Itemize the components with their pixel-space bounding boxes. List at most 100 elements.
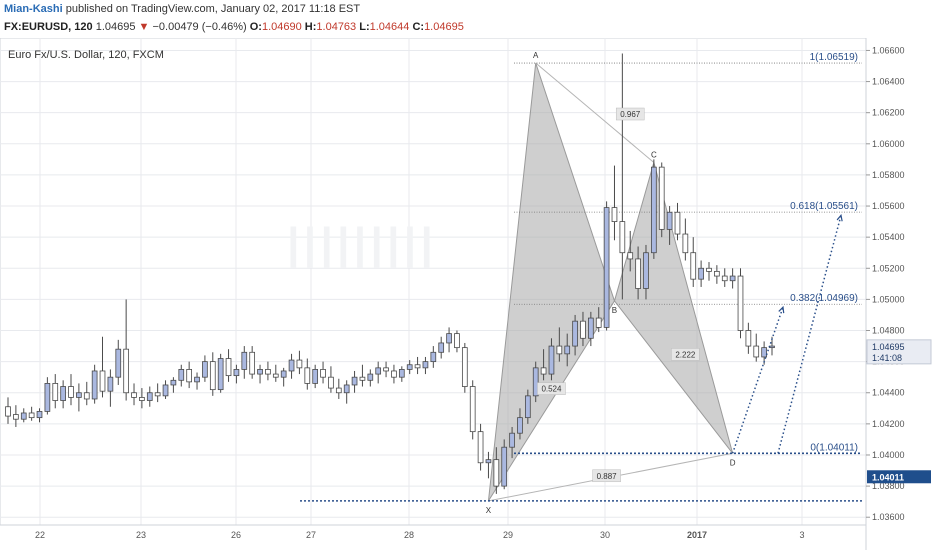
candle-body [548, 345, 555, 375]
candle-body [320, 369, 326, 378]
candle-body [154, 392, 161, 397]
pattern-triangle-xab [487, 62, 616, 502]
candle-body [627, 252, 634, 260]
candle-body [272, 373, 279, 378]
y-tick-label: 1.04200 [872, 419, 905, 429]
candle-body [249, 351, 256, 375]
projection-arrow-long-head [836, 214, 843, 222]
pattern-triangle-bcd [613, 160, 734, 454]
close-value: 1.04695 [424, 21, 464, 33]
candle-body [406, 364, 413, 370]
y-tick-label: 1.05600 [872, 201, 905, 211]
horizontal-levels[interactable]: 1(1.06519) 0.618(1.05561) 0.382(1.04969) 0(… [300, 52, 862, 502]
candle-body [430, 351, 437, 363]
candle-body [595, 317, 602, 328]
plot-frame [0, 38, 867, 526]
candle-body [194, 376, 200, 383]
author-link[interactable]: Mian-Kashi [4, 3, 63, 15]
candle-body [351, 376, 358, 386]
y-tick-label: 1.05800 [872, 170, 905, 180]
candle-body [422, 361, 429, 369]
candle-body [241, 351, 248, 370]
fib-level-label: 0.618(1.05561) [790, 201, 858, 212]
price-axis[interactable]: 1.06600 1.06400 1.06200 1.06000 1.05800 1.056… [866, 45, 905, 522]
x-tick-label: 2017 [687, 530, 707, 540]
ratio-label: 0.967 [620, 110, 641, 119]
y-tick-label: 1.05000 [872, 294, 905, 304]
candle-body [509, 432, 515, 448]
level-price-badge-value: 1.04011 [872, 472, 904, 482]
y-tick-label: 1.05400 [872, 232, 905, 242]
candle-body [217, 358, 224, 391]
published-text: published on TradingView.com, January 02… [65, 3, 361, 15]
x-tick-label: 27 [306, 530, 316, 540]
candle-body [52, 383, 59, 401]
candle-body [501, 446, 508, 487]
candle-body [146, 392, 153, 401]
pattern-point-label: A [533, 51, 539, 60]
high-label: H: [304, 21, 317, 33]
x-tick-label: 26 [231, 530, 241, 540]
candle-body [296, 359, 303, 369]
candle-body [698, 267, 704, 280]
candle-body [162, 384, 169, 397]
candle-body [202, 361, 208, 378]
candle-body [446, 333, 452, 344]
candle-body [359, 376, 366, 381]
candle-body [714, 270, 720, 277]
candle-body [178, 369, 185, 381]
candle-body [60, 386, 66, 401]
close-label: C: [412, 21, 425, 33]
last-price-badge-value: 1.04695 [872, 342, 905, 352]
candle-body [643, 252, 649, 289]
candle-body [517, 417, 523, 434]
candle-body [265, 369, 271, 375]
candle-body [454, 333, 460, 349]
candle-body [383, 367, 389, 372]
candle-body [469, 386, 476, 433]
candle-body [280, 370, 287, 378]
ratio-label-box [592, 469, 621, 483]
candle-body [186, 369, 192, 383]
candle-body [588, 317, 594, 339]
candle-body [115, 348, 122, 378]
candle-body [367, 373, 374, 381]
candle-body [83, 392, 90, 400]
symbol-label[interactable]: FX:EURUSD, 120 [4, 21, 93, 33]
candle-body [540, 367, 547, 375]
pattern-point-label: C [651, 150, 657, 159]
price-chart[interactable]: IIIIIIIII Euro Fx/U.S. Dollar, 120, FXCM… [0, 38, 932, 550]
ratio-label-box [671, 348, 700, 361]
candle-body [721, 275, 728, 282]
ohlc-line: FX:EURUSD, 120 1.04695 ▼ −0.00479 (−0.46… [4, 21, 464, 33]
y-tick-label: 1.04000 [872, 450, 905, 460]
candle-body [753, 345, 760, 358]
candle-body [375, 367, 382, 375]
candle-body [209, 361, 216, 391]
candle-body [304, 367, 311, 384]
projection-arrows[interactable] [731, 214, 843, 454]
time-axis[interactable]: 22 23 26 27 28 29 30 2017 3 [35, 530, 805, 540]
projection-arrow-long [777, 215, 842, 454]
candle-body [76, 392, 82, 398]
candle-body [532, 367, 539, 397]
low-label: L: [359, 21, 370, 33]
change-arrow-icon: ▼ [138, 21, 150, 33]
ratio-label: 0.524 [541, 385, 562, 394]
candle-body [461, 347, 468, 387]
y-tick-label: 1.04800 [872, 326, 905, 336]
y-tick-label: 1.06000 [872, 139, 905, 149]
candle-body [233, 369, 240, 377]
last-price-badge [866, 339, 932, 365]
projection-arrow-short [731, 306, 784, 454]
last-price: 1.04695 [95, 21, 136, 33]
candle-body [682, 233, 689, 254]
x-tick-label: 23 [136, 530, 146, 540]
watermark-text: IIIIIIIII [285, 214, 435, 281]
candle-body [524, 395, 531, 419]
candle-body [99, 370, 106, 392]
chart-title: Euro Fx/U.S. Dollar, 120, FXCM [8, 49, 164, 61]
x-tick-label: 22 [35, 530, 45, 540]
level-price-badge [867, 470, 931, 484]
pattern-point-label: D [730, 458, 736, 467]
